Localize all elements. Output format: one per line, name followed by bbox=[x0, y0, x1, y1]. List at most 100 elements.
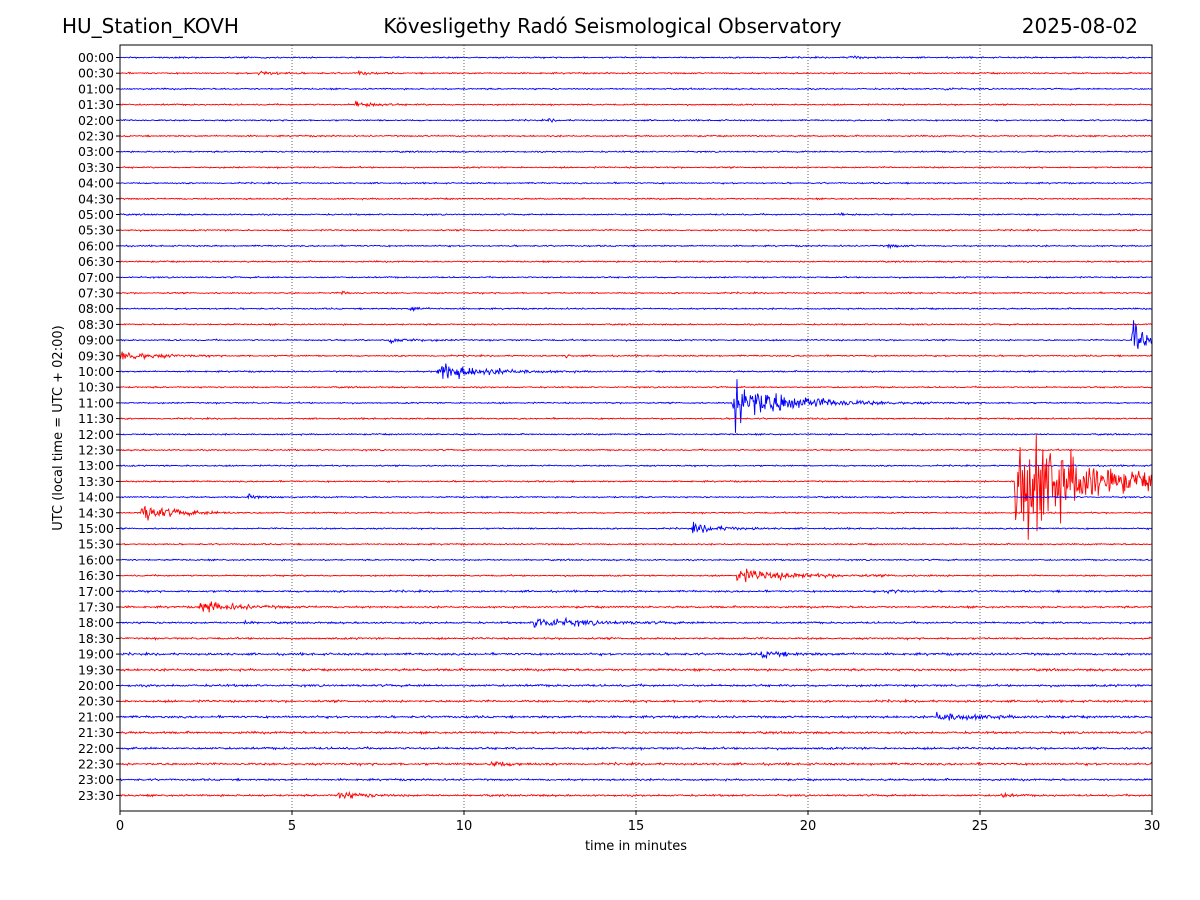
trace-2200 bbox=[119, 745, 1153, 752]
y-tick-label: 17:00 bbox=[78, 584, 114, 599]
trace-0000 bbox=[120, 55, 1153, 60]
trace-0200 bbox=[119, 118, 1153, 124]
trace-0130 bbox=[119, 100, 1153, 108]
y-tick-label: 07:30 bbox=[78, 286, 114, 301]
trace-0900 bbox=[119, 320, 1153, 349]
trace-2300 bbox=[119, 777, 1153, 782]
trace-1800 bbox=[120, 616, 1153, 628]
y-tick-label: 11:00 bbox=[78, 395, 114, 410]
trace-0230 bbox=[119, 134, 1153, 138]
x-tick-label: 25 bbox=[972, 819, 989, 834]
y-tick-label: 14:00 bbox=[78, 490, 114, 505]
x-tick-label: 30 bbox=[1144, 819, 1161, 834]
chart-date: 2025-08-02 bbox=[1021, 14, 1138, 38]
y-tick-label: 05:30 bbox=[78, 223, 114, 238]
trace-0830 bbox=[119, 322, 1153, 327]
y-tick-label: 14:30 bbox=[78, 505, 114, 520]
y-axis-ticks: 00:0000:3001:0001:3002:0002:3003:0003:30… bbox=[78, 50, 120, 803]
trace-1030 bbox=[120, 385, 1152, 389]
y-tick-label: 09:00 bbox=[78, 333, 114, 348]
trace-0630 bbox=[120, 260, 1153, 264]
y-tick-label: 15:00 bbox=[78, 521, 114, 536]
y-tick-label: 11:30 bbox=[78, 411, 114, 426]
y-tick-label: 06:00 bbox=[78, 238, 114, 253]
trace-1230 bbox=[119, 448, 1153, 452]
y-tick-label: 01:00 bbox=[78, 81, 114, 96]
x-tick-label: 0 bbox=[116, 819, 124, 834]
traces bbox=[119, 55, 1153, 800]
chart-title: Kövesligethy Radó Seismological Observat… bbox=[383, 14, 842, 38]
trace-0430 bbox=[120, 197, 1153, 201]
station-name: HU_Station_KOVH bbox=[62, 14, 239, 38]
trace-0400 bbox=[119, 181, 1153, 185]
y-tick-label: 08:00 bbox=[78, 301, 114, 316]
trace-0100 bbox=[119, 87, 1153, 91]
trace-2030 bbox=[119, 698, 1153, 704]
y-tick-label: 08:30 bbox=[78, 317, 114, 332]
trace-1700 bbox=[119, 588, 1153, 595]
trace-1430 bbox=[119, 505, 1153, 521]
y-tick-label: 23:00 bbox=[78, 772, 114, 787]
y-tick-label: 10:30 bbox=[78, 380, 114, 395]
trace-1300 bbox=[119, 463, 1153, 468]
y-tick-label: 03:30 bbox=[78, 160, 114, 175]
y-tick-label: 20:00 bbox=[78, 678, 114, 693]
y-tick-label: 13:30 bbox=[78, 474, 114, 489]
y-tick-label: 19:30 bbox=[78, 662, 114, 677]
y-tick-label: 17:30 bbox=[78, 600, 114, 615]
y-tick-label: 13:00 bbox=[78, 458, 114, 473]
trace-1330 bbox=[119, 433, 1153, 540]
y-tick-label: 12:30 bbox=[78, 443, 114, 458]
y-tick-label: 10:00 bbox=[78, 364, 114, 379]
x-tick-label: 5 bbox=[288, 819, 296, 834]
y-tick-label: 02:30 bbox=[78, 129, 114, 144]
y-tick-label: 16:30 bbox=[78, 568, 114, 583]
trace-0730 bbox=[119, 290, 1153, 296]
y-tick-label: 20:30 bbox=[78, 694, 114, 709]
x-tick-label: 10 bbox=[456, 819, 473, 834]
trace-1100 bbox=[119, 379, 1153, 433]
x-axis-label: time in minutes bbox=[585, 839, 687, 854]
x-tick-label: 20 bbox=[800, 819, 817, 834]
y-tick-label: 21:00 bbox=[78, 709, 114, 724]
y-tick-label: 23:30 bbox=[78, 788, 114, 803]
x-axis-ticks: 0 5 10 15 20 25 30 bbox=[116, 811, 1160, 834]
trace-0700 bbox=[119, 275, 1153, 280]
y-tick-label: 16:00 bbox=[78, 552, 114, 567]
y-tick-label: 00:00 bbox=[78, 50, 114, 65]
trace-1930 bbox=[119, 667, 1153, 673]
y-tick-label: 01:30 bbox=[78, 97, 114, 112]
trace-1530 bbox=[119, 542, 1153, 546]
trace-0330 bbox=[120, 165, 1153, 170]
trace-2330 bbox=[119, 790, 1153, 800]
trace-1000 bbox=[119, 363, 1153, 380]
y-tick-label: 18:30 bbox=[78, 631, 114, 646]
trace-1900 bbox=[119, 650, 1152, 660]
trace-1730 bbox=[119, 601, 1153, 613]
y-tick-label: 21:30 bbox=[78, 725, 114, 740]
y-tick-label: 12:00 bbox=[78, 427, 114, 442]
trace-1400 bbox=[119, 493, 1152, 500]
trace-0500 bbox=[119, 211, 1153, 217]
x-tick-label: 15 bbox=[628, 819, 645, 834]
trace-0300 bbox=[119, 149, 1153, 154]
trace-0800 bbox=[120, 306, 1153, 313]
y-tick-label: 04:30 bbox=[78, 191, 114, 206]
y-tick-label: 06:30 bbox=[78, 254, 114, 269]
trace-1830 bbox=[119, 636, 1153, 641]
y-tick-label: 22:00 bbox=[78, 741, 114, 756]
y-tick-label: 09:30 bbox=[78, 348, 114, 363]
grid bbox=[291, 45, 981, 811]
y-tick-label: 04:00 bbox=[78, 176, 114, 191]
y-tick-label: 15:30 bbox=[78, 537, 114, 552]
y-tick-label: 00:30 bbox=[78, 66, 114, 81]
trace-1130 bbox=[119, 416, 1153, 421]
trace-2230 bbox=[119, 760, 1153, 768]
trace-0530 bbox=[119, 228, 1153, 233]
trace-0030 bbox=[120, 70, 1153, 76]
y-tick-label: 03:00 bbox=[78, 144, 114, 159]
trace-0600 bbox=[119, 243, 1153, 250]
trace-2130 bbox=[119, 730, 1153, 736]
y-tick-label: 07:00 bbox=[78, 270, 114, 285]
